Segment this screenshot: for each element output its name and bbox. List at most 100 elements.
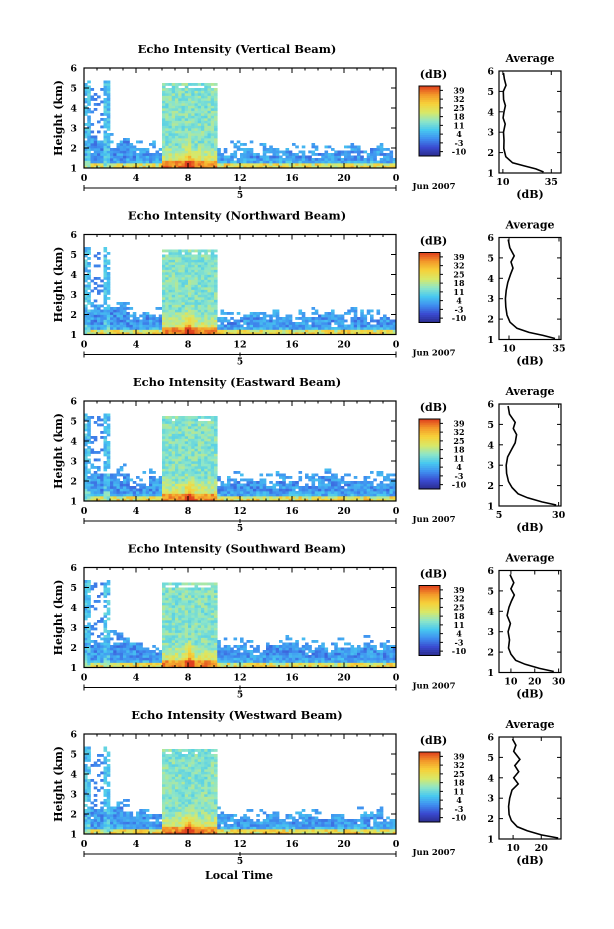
heatmap-cell bbox=[87, 133, 91, 136]
heatmap-cell bbox=[100, 88, 104, 91]
heatmap-cell bbox=[207, 461, 212, 464]
heatmap-cell bbox=[204, 128, 208, 131]
heatmap-cell bbox=[386, 478, 390, 482]
heatmap-cell bbox=[178, 309, 182, 313]
heatmap-cell bbox=[279, 158, 283, 161]
heatmap-cell bbox=[305, 496, 309, 499]
heatmap-cell bbox=[93, 148, 98, 151]
heatmap-cell bbox=[337, 160, 342, 164]
heatmap-cell bbox=[178, 446, 182, 449]
heatmap-cell bbox=[162, 496, 166, 499]
heatmap-cell bbox=[347, 309, 351, 313]
heatmap-cell bbox=[194, 284, 199, 288]
heatmap-cell bbox=[123, 145, 127, 149]
heatmap-cell bbox=[181, 130, 186, 134]
heatmap-cell bbox=[256, 312, 260, 315]
heatmap-cell bbox=[204, 471, 208, 474]
heatmap-cell bbox=[386, 153, 390, 156]
heatmap-cell bbox=[318, 153, 322, 156]
heatmap-cell bbox=[93, 471, 98, 474]
heatmap-cell bbox=[171, 438, 176, 442]
heatmap-cell bbox=[191, 327, 195, 330]
heatmap-cell bbox=[90, 309, 95, 313]
heatmap-cell bbox=[350, 488, 355, 492]
heatmap-cell bbox=[97, 327, 101, 330]
heatmap-cell bbox=[103, 80, 108, 84]
heatmap-cell bbox=[84, 592, 88, 596]
heatmap-cell bbox=[253, 483, 257, 487]
heatmap-cell bbox=[344, 150, 348, 154]
heatmap-cell bbox=[129, 329, 134, 333]
heatmap-cell bbox=[145, 491, 150, 494]
heatmap-cell bbox=[106, 125, 111, 129]
heatmap-cell bbox=[275, 498, 280, 502]
heatmap-cell bbox=[103, 292, 108, 295]
heatmap-cell bbox=[191, 115, 195, 119]
heatmap-cell bbox=[279, 155, 283, 159]
heatmap-cell bbox=[126, 145, 130, 149]
heatmap-cell bbox=[340, 498, 345, 502]
heatmap-cell bbox=[318, 493, 322, 497]
heatmap-cell bbox=[318, 319, 322, 323]
heatmap-cell bbox=[220, 160, 225, 164]
heatmap-cell bbox=[210, 95, 215, 99]
heatmap-cell bbox=[84, 148, 88, 151]
heatmap-cell bbox=[165, 155, 169, 159]
heatmap-cell bbox=[386, 155, 390, 159]
heatmap-cell bbox=[207, 329, 212, 333]
heatmap-cell bbox=[106, 642, 111, 646]
colorbar bbox=[419, 252, 440, 323]
heatmap-cell bbox=[106, 602, 111, 606]
heatmap-cell bbox=[210, 259, 215, 263]
heatmap-cell bbox=[207, 83, 212, 86]
heatmap-cell bbox=[201, 461, 205, 464]
heatmap-cell bbox=[214, 418, 218, 422]
heatmap-cell bbox=[168, 314, 173, 318]
heatmap-cell bbox=[370, 327, 374, 330]
heatmap-cell bbox=[347, 327, 351, 330]
heatmap-cell bbox=[87, 423, 91, 427]
heatmap-cell bbox=[110, 307, 114, 310]
heatmap-cell bbox=[327, 498, 332, 502]
heatmap-cell bbox=[337, 478, 342, 482]
heatmap-cell bbox=[145, 498, 150, 502]
heatmap-cell bbox=[204, 496, 208, 499]
heatmap-cell bbox=[126, 324, 130, 328]
heatmap-cell bbox=[181, 105, 186, 109]
heatmap-cell bbox=[269, 165, 273, 169]
heatmap-cell bbox=[191, 317, 195, 320]
heatmap-cell bbox=[90, 110, 95, 114]
heatmap-cell bbox=[191, 292, 195, 295]
heatmap-cell bbox=[103, 247, 108, 250]
heatmap-cell bbox=[152, 660, 156, 663]
heatmap-cell bbox=[262, 163, 267, 166]
heatmap-cell bbox=[171, 160, 176, 164]
heatmap-cell bbox=[240, 153, 244, 156]
heatmap-cell bbox=[175, 269, 179, 273]
heatmap-cell bbox=[168, 120, 173, 124]
heatmap-cell bbox=[295, 491, 299, 494]
heatmap-cell bbox=[162, 582, 166, 586]
heatmap-cell bbox=[171, 483, 176, 487]
heatmap-cell bbox=[217, 329, 221, 333]
heatmap-cell bbox=[93, 319, 98, 323]
heatmap-cell bbox=[327, 319, 332, 323]
heatmap-cell bbox=[132, 486, 137, 489]
heatmap-cell bbox=[236, 483, 241, 487]
heatmap-cell bbox=[324, 496, 329, 499]
colorbar-band bbox=[419, 134, 440, 137]
heatmap-cell bbox=[194, 254, 199, 258]
heatmap-cell bbox=[181, 438, 186, 442]
heatmap-cell bbox=[171, 264, 176, 268]
heatmap-cell bbox=[353, 322, 358, 325]
heatmap-cell bbox=[178, 259, 182, 263]
heatmap-cell bbox=[311, 165, 316, 169]
heatmap-cell bbox=[90, 153, 95, 156]
heatmap-cell bbox=[84, 279, 88, 283]
heatmap-cell bbox=[191, 451, 195, 454]
heatmap-cell bbox=[194, 163, 199, 166]
heatmap-cell bbox=[87, 471, 91, 474]
heatmap-cell bbox=[87, 329, 91, 333]
heatmap-cell bbox=[184, 257, 189, 260]
heatmap-cell bbox=[188, 145, 192, 149]
